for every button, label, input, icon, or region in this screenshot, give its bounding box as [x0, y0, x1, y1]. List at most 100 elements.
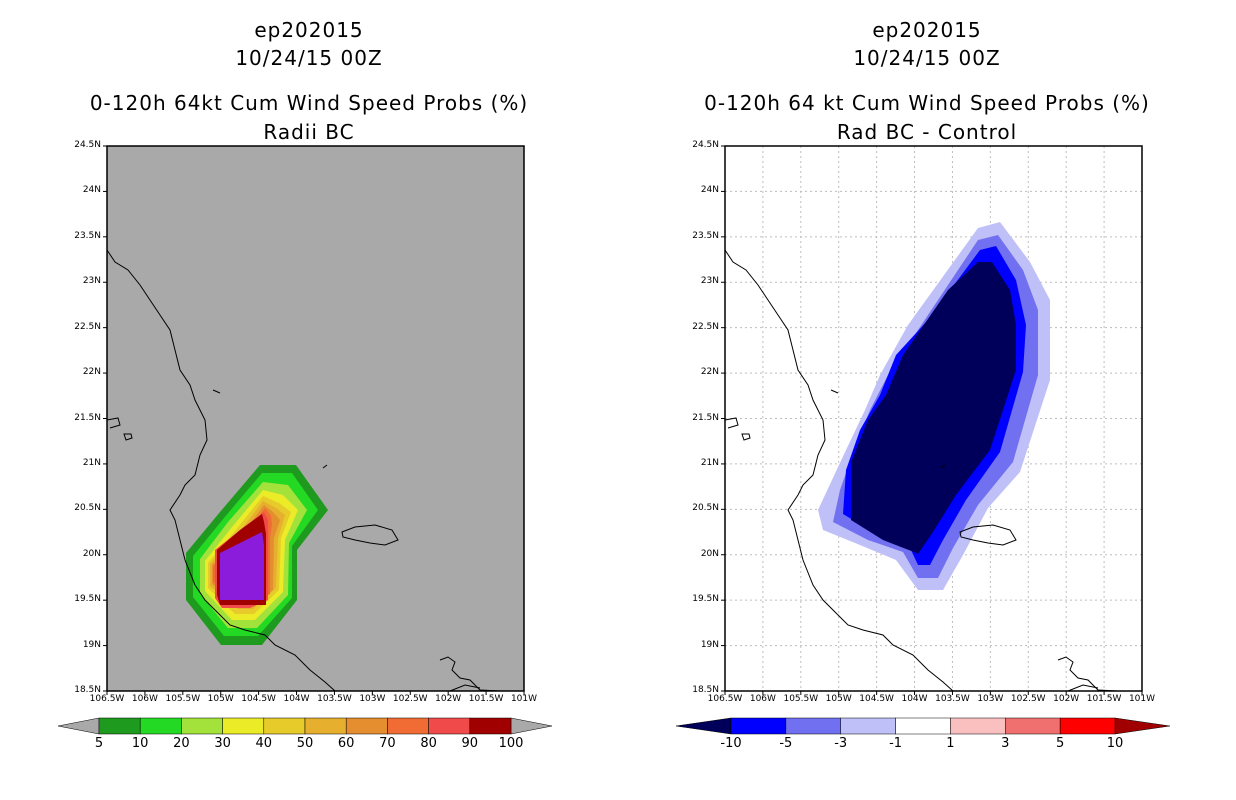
- lat-label: 18.5N: [692, 685, 719, 695]
- lon-label: 103.5W: [317, 694, 352, 704]
- colorbar-label: -10: [720, 736, 742, 751]
- lat-label: 20.5N: [692, 503, 719, 514]
- colorbar-segment: [98, 717, 141, 735]
- lon-label: 102.5W: [392, 694, 428, 704]
- lat-label: 21.5N: [692, 412, 719, 423]
- lon-label: 101.5W: [468, 694, 504, 704]
- lon-label: 105.5W: [165, 694, 201, 704]
- lat-label: 20.5N: [74, 503, 101, 514]
- colorbar-label: 30: [214, 736, 231, 751]
- lon-label: 104.5W: [859, 694, 894, 704]
- lat-label: 24N: [82, 185, 101, 196]
- colorbar-label: 20: [173, 736, 190, 751]
- colorbar-segment: [181, 717, 223, 735]
- right-datetime: 10/24/15 00Z: [853, 46, 1001, 70]
- colorbar-segment: [345, 717, 388, 735]
- lon-label: 106W: [749, 694, 776, 704]
- colorbar-segment: [304, 717, 347, 735]
- lon-label: 102.5W: [1010, 694, 1046, 704]
- lat-label: 23.5N: [692, 230, 719, 241]
- lat-label: 22.5N: [692, 321, 719, 332]
- colorbar-segment: [895, 717, 951, 735]
- lat-label: 23N: [82, 276, 101, 287]
- lat-label: 18.5N: [74, 685, 101, 695]
- lat-label: 19N: [82, 639, 101, 650]
- left-contour-100: [220, 532, 264, 600]
- right-subtitle: Rad BC - Control: [836, 120, 1018, 144]
- colorbar-label: -5: [779, 736, 793, 751]
- left-axis-ticks: [103, 145, 525, 695]
- right-colorbar: [675, 717, 1171, 735]
- lat-label: 24.5N: [692, 140, 719, 150]
- left-subtitle: Radii BC: [263, 120, 355, 144]
- lat-label: 20N: [700, 548, 719, 559]
- colorbar-label: 90: [461, 736, 479, 751]
- lon-label: 103.5W: [935, 694, 970, 704]
- lon-label: 106W: [131, 694, 158, 704]
- colorbar-end-arrow: [675, 717, 732, 735]
- lon-label: 104.5W: [241, 694, 276, 704]
- right-storm-id: ep202015: [872, 18, 982, 42]
- colorbar-label: -3: [834, 736, 848, 751]
- lon-label: 101W: [510, 694, 538, 704]
- colorbar-label: 5: [94, 736, 104, 751]
- colorbar-segment: [785, 717, 841, 735]
- colorbar-segment: [840, 717, 896, 735]
- left-map: [57, 145, 553, 735]
- colorbar-segment: [387, 717, 429, 735]
- right-coastline: [724, 249, 1119, 692]
- right-panel: ep202015 10/24/15 00Z 0-120h 64 kt Cum W…: [618, 0, 1236, 800]
- colorbar-segment: [950, 717, 1006, 735]
- lat-label: 20N: [82, 548, 101, 559]
- left-map-background: [107, 146, 524, 691]
- left-coastline: [106, 249, 501, 692]
- lon-label: 101.5W: [1086, 694, 1122, 704]
- colorbar-label: 80: [420, 736, 437, 751]
- colorbar-segment: [1059, 717, 1116, 735]
- lat-label: 19.5N: [692, 594, 719, 605]
- lat-label: 22N: [82, 367, 101, 378]
- left-datetime: 10/24/15 00Z: [235, 46, 383, 70]
- right-product-title: 0-120h 64 kt Cum Wind Speed Probs (%): [704, 91, 1150, 115]
- lon-label: 102W: [435, 694, 462, 704]
- lon-label: 106.5W: [707, 694, 743, 704]
- lon-label: 104W: [901, 694, 928, 704]
- colorbar-label: 5: [1056, 736, 1065, 751]
- colorbar-segment: [730, 717, 787, 735]
- lat-label: 19.5N: [74, 594, 101, 605]
- lon-label: 102W: [1053, 694, 1080, 704]
- colorbar-label: -1: [889, 736, 903, 751]
- lon-label: 105.5W: [783, 694, 819, 704]
- lat-label: 22.5N: [74, 321, 101, 332]
- colorbar-segment: [469, 717, 512, 735]
- lat-label: 19N: [700, 639, 719, 650]
- left-storm-id: ep202015: [254, 18, 364, 42]
- lat-label: 24N: [700, 185, 719, 196]
- colorbar-end-arrow: [510, 717, 553, 735]
- lat-label: 21N: [82, 457, 101, 468]
- lon-label: 104W: [283, 694, 310, 704]
- lat-label: 23.5N: [74, 230, 101, 241]
- colorbar-label: 10: [1106, 736, 1124, 751]
- right-map: [675, 145, 1171, 735]
- colorbar-label: 1: [946, 736, 955, 751]
- lon-label: 105W: [825, 694, 852, 704]
- colorbar-label: 60: [337, 736, 355, 751]
- colorbar-end-arrow: [57, 717, 100, 735]
- colorbar-label: 70: [379, 736, 396, 751]
- lon-label: 106.5W: [89, 694, 125, 704]
- lat-label: 23N: [700, 276, 719, 287]
- right-difference-contours: [818, 222, 1050, 590]
- colorbar-label: 40: [255, 736, 273, 751]
- colorbar-label: 3: [1001, 736, 1010, 751]
- left-colorbar: [57, 717, 553, 735]
- lon-label: 103W: [359, 694, 386, 704]
- lat-label: 22N: [700, 367, 719, 378]
- colorbar-label: 10: [131, 736, 149, 751]
- colorbar-segment: [139, 717, 182, 735]
- left-probability-contours: [186, 465, 328, 645]
- colorbar-segment: [222, 717, 265, 735]
- left-product-title: 0-120h 64kt Cum Wind Speed Probs (%): [89, 91, 529, 115]
- lat-label: 21N: [700, 457, 719, 468]
- lon-label: 101W: [1128, 694, 1156, 704]
